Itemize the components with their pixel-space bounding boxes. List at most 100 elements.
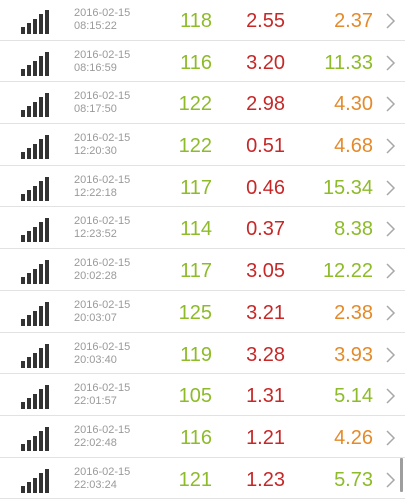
value-3: 4.68 bbox=[334, 135, 373, 158]
chevron-right-icon[interactable] bbox=[385, 387, 397, 405]
value-3: 3.93 bbox=[334, 343, 373, 366]
signal-strength-icon bbox=[21, 218, 53, 243]
value-2: 3.20 bbox=[246, 51, 285, 74]
list-item[interactable]: 2016-02-15 08:17:50 122 2.98 4.30 bbox=[0, 82, 405, 125]
chevron-right-icon[interactable] bbox=[385, 429, 397, 447]
time-label: 12:23:52 bbox=[74, 228, 117, 241]
date-label: 2016-02-15 bbox=[74, 382, 131, 395]
value-1: 119 bbox=[180, 343, 212, 366]
time-label: 08:15:22 bbox=[74, 20, 117, 32]
list-item[interactable]: 2016-02-15 20:03:40 119 3.28 3.93 bbox=[0, 333, 405, 375]
value-3: 2.37 bbox=[334, 10, 373, 32]
value-3: 4.26 bbox=[334, 426, 373, 449]
timestamp: 2016-02-15 22:03:24 bbox=[74, 466, 130, 492]
timestamp: 2016-02-15 12:22:18 bbox=[74, 174, 130, 200]
signal-strength-icon bbox=[21, 93, 53, 118]
value-3: 5.73 bbox=[334, 468, 373, 491]
value-3: 5.14 bbox=[334, 385, 373, 408]
value-2: 3.28 bbox=[246, 343, 285, 366]
chevron-right-icon[interactable] bbox=[385, 346, 397, 364]
list-item[interactable]: 2016-02-15 22:01:57 105 1.31 5.14 bbox=[0, 374, 405, 416]
value-1: 125 bbox=[178, 301, 212, 324]
value-3: 11.33 bbox=[324, 51, 373, 74]
list-item[interactable]: 2016-02-15 20:03:07 125 3.21 2.38 bbox=[0, 291, 405, 333]
value-2: 0.51 bbox=[246, 135, 285, 158]
scrollbar[interactable] bbox=[400, 458, 403, 492]
time-label: 22:02:48 bbox=[74, 436, 117, 449]
date-label: 2016-02-15 bbox=[74, 340, 131, 353]
date-label: 2016-02-15 bbox=[74, 7, 131, 19]
time-label: 12:22:18 bbox=[74, 186, 117, 199]
value-1: 121 bbox=[178, 468, 212, 491]
value-1: 116 bbox=[180, 426, 212, 449]
value-1: 122 bbox=[178, 93, 212, 116]
value-2: 3.05 bbox=[246, 260, 285, 283]
signal-strength-icon bbox=[21, 426, 53, 451]
signal-strength-icon bbox=[21, 385, 53, 410]
time-label: 12:20:30 bbox=[74, 145, 117, 158]
value-1: 116 bbox=[180, 51, 212, 74]
timestamp: 2016-02-15 08:16:59 bbox=[74, 49, 130, 75]
date-label: 2016-02-15 bbox=[74, 132, 131, 145]
value-1: 122 bbox=[178, 135, 212, 158]
time-label: 08:17:50 bbox=[74, 103, 117, 116]
timestamp: 2016-02-15 20:03:40 bbox=[74, 341, 130, 367]
date-label: 2016-02-15 bbox=[74, 465, 131, 478]
timestamp: 2016-02-15 22:01:57 bbox=[74, 382, 130, 408]
time-label: 20:03:40 bbox=[74, 353, 117, 366]
value-1: 105 bbox=[178, 385, 212, 408]
timestamp: 2016-02-15 12:20:30 bbox=[74, 132, 130, 158]
chevron-right-icon[interactable] bbox=[385, 220, 397, 238]
time-label: 22:01:57 bbox=[74, 395, 117, 408]
chevron-right-icon[interactable] bbox=[385, 137, 397, 155]
list-item[interactable]: 2016-02-15 08:15:22 118 2.55 2.37 bbox=[0, 0, 405, 41]
timestamp: 2016-02-15 20:02:28 bbox=[74, 257, 130, 283]
value-1: 114 bbox=[180, 218, 212, 241]
chevron-right-icon[interactable] bbox=[385, 12, 397, 30]
signal-strength-icon bbox=[21, 260, 53, 285]
chevron-right-icon[interactable] bbox=[385, 95, 397, 113]
value-2: 2.98 bbox=[246, 93, 285, 116]
timestamp: 2016-02-15 22:02:48 bbox=[74, 424, 130, 450]
time-label: 20:03:07 bbox=[74, 311, 117, 324]
list-item[interactable]: 2016-02-15 12:22:18 117 0.46 15.34 bbox=[0, 166, 405, 208]
value-3: 2.38 bbox=[334, 301, 373, 324]
value-2: 1.21 bbox=[246, 426, 285, 449]
signal-strength-icon bbox=[21, 301, 53, 326]
chevron-right-icon[interactable] bbox=[385, 179, 397, 197]
value-2: 2.55 bbox=[246, 10, 285, 32]
signal-strength-icon bbox=[21, 10, 53, 34]
value-3: 4.30 bbox=[334, 93, 373, 116]
date-label: 2016-02-15 bbox=[74, 257, 131, 270]
value-1: 118 bbox=[180, 10, 212, 32]
chevron-right-icon[interactable] bbox=[385, 54, 397, 72]
timestamp: 2016-02-15 08:17:50 bbox=[74, 90, 130, 116]
value-2: 0.46 bbox=[246, 176, 285, 199]
signal-strength-icon bbox=[21, 468, 53, 493]
date-label: 2016-02-15 bbox=[74, 423, 131, 436]
list-item[interactable]: 2016-02-15 12:23:52 114 0.37 8.38 bbox=[0, 207, 405, 250]
signal-strength-icon bbox=[21, 135, 53, 160]
chevron-right-icon[interactable] bbox=[385, 304, 397, 322]
timestamp: 2016-02-15 08:15:22 bbox=[74, 7, 130, 33]
chevron-right-icon[interactable] bbox=[385, 262, 397, 280]
list-item[interactable]: 2016-02-15 22:02:48 116 1.21 4.26 bbox=[0, 416, 405, 458]
list-item[interactable]: 2016-02-15 12:20:30 122 0.51 4.68 bbox=[0, 124, 405, 166]
list-item[interactable]: 2016-02-15 22:03:24 121 1.23 5.73 bbox=[0, 458, 405, 500]
value-2: 0.37 bbox=[246, 218, 285, 241]
value-3: 15.34 bbox=[322, 176, 373, 199]
date-label: 2016-02-15 bbox=[74, 298, 131, 311]
list-item[interactable]: 2016-02-15 08:16:59 116 3.20 11.33 bbox=[0, 41, 405, 83]
time-label: 08:16:59 bbox=[74, 61, 117, 74]
signal-strength-icon bbox=[21, 176, 53, 201]
timestamp: 2016-02-15 20:03:07 bbox=[74, 299, 130, 325]
value-2: 1.23 bbox=[246, 468, 285, 491]
chevron-right-icon[interactable] bbox=[385, 471, 397, 489]
date-label: 2016-02-15 bbox=[74, 48, 131, 61]
value-2: 1.31 bbox=[246, 385, 285, 408]
date-label: 2016-02-15 bbox=[74, 215, 131, 228]
list-item[interactable]: 2016-02-15 20:02:28 117 3.05 12.22 bbox=[0, 249, 405, 291]
time-label: 22:03:24 bbox=[74, 478, 117, 491]
value-3: 8.38 bbox=[334, 218, 373, 241]
